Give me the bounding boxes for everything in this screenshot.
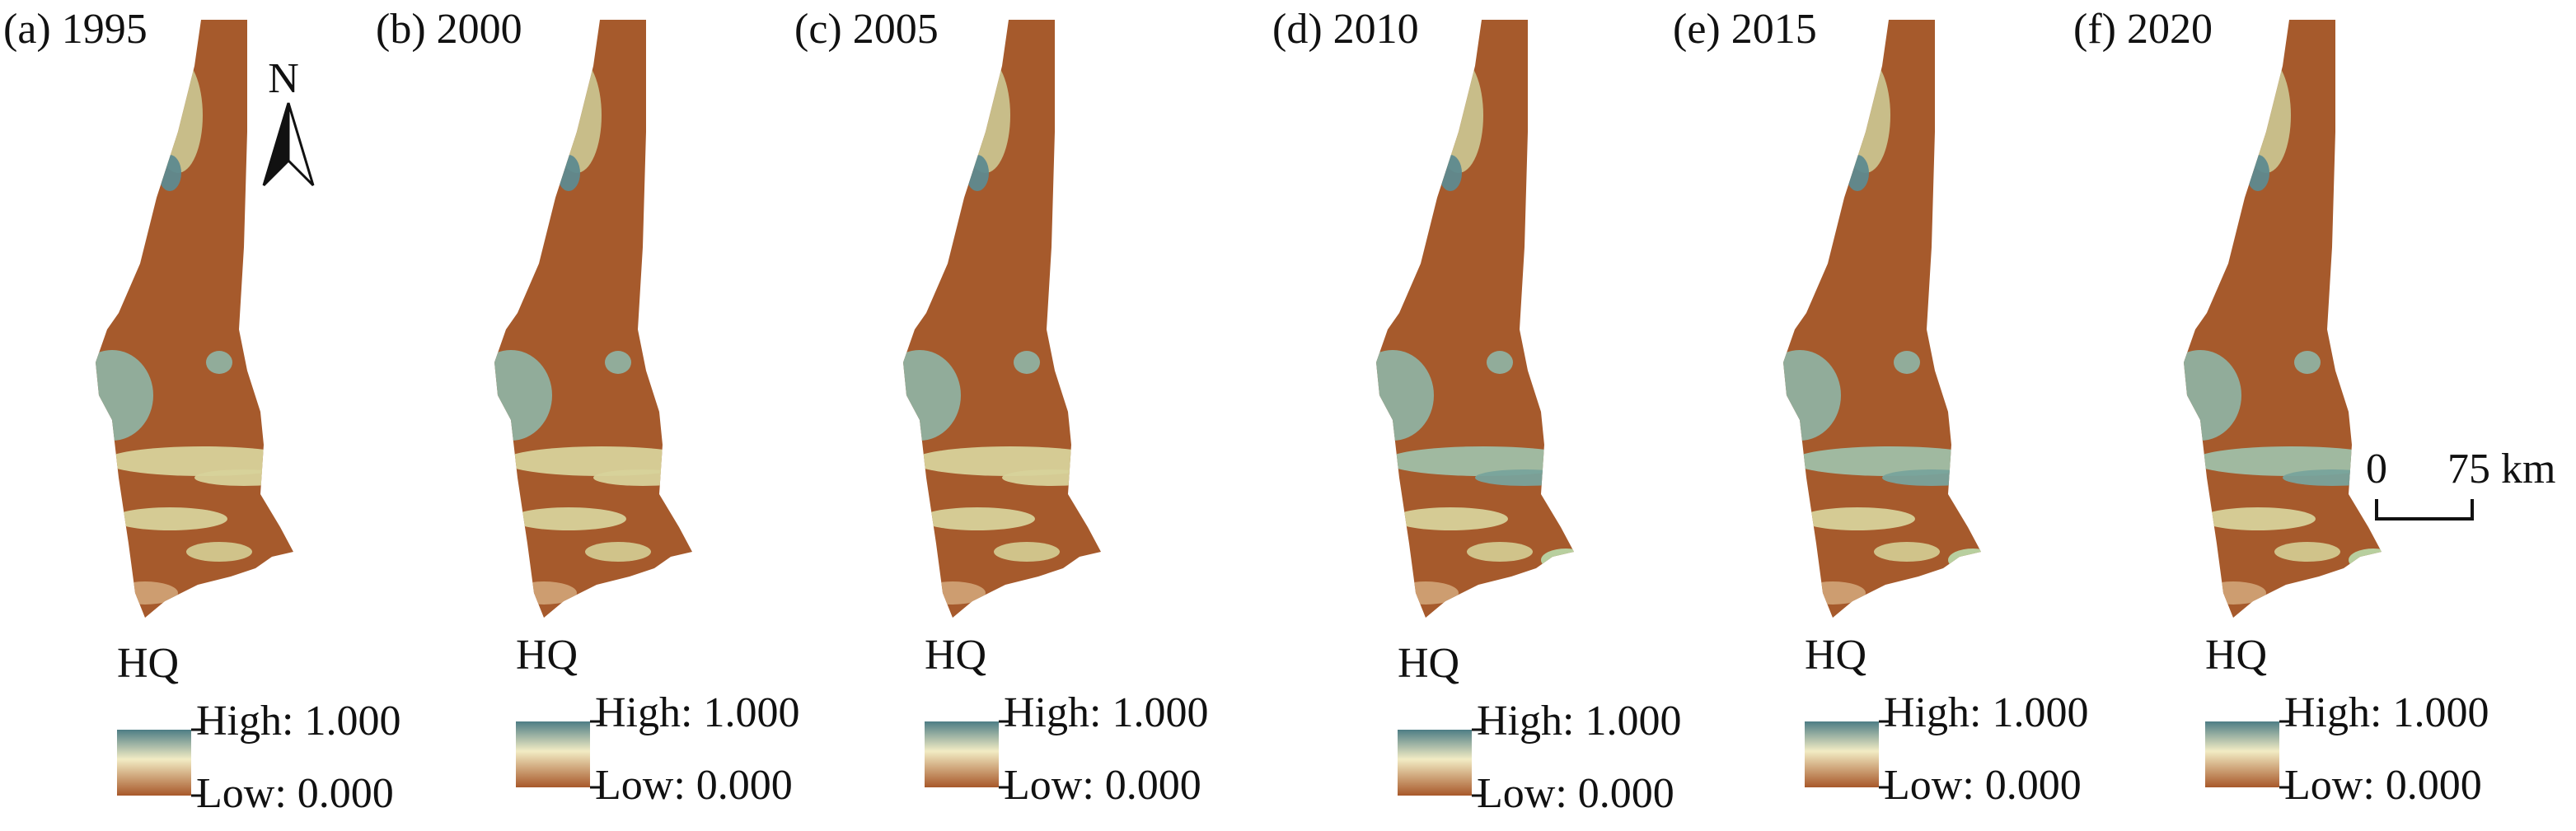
patch <box>1439 155 1462 191</box>
patch <box>605 351 631 374</box>
patch <box>186 542 252 562</box>
legend-high: High: 1.000 <box>1004 689 1208 736</box>
scale-bar <box>2375 499 2474 521</box>
patch <box>2200 507 2316 530</box>
legend-low: Low: 0.000 <box>1004 762 1201 809</box>
patch <box>1541 549 1574 572</box>
legend-high: High: 1.000 <box>2284 689 2489 736</box>
legend-high: High: 1.000 <box>1884 689 2088 736</box>
legend-title: HQ <box>117 640 179 687</box>
patch <box>2192 446 2382 476</box>
legend-title: HQ <box>1805 632 1866 679</box>
map <box>96 20 293 618</box>
patch <box>2349 549 2382 572</box>
patch <box>585 542 651 562</box>
patch <box>2184 350 2241 441</box>
patch <box>112 581 178 605</box>
legend-high: High: 1.000 <box>196 698 400 745</box>
patch <box>2246 155 2269 191</box>
patch <box>1434 58 1483 173</box>
map <box>1376 20 1574 618</box>
panel-label: (b) 2000 <box>376 6 522 53</box>
patch <box>112 507 227 530</box>
patch <box>194 469 293 486</box>
patch <box>1014 351 1040 374</box>
legend-colorbar <box>1805 721 1879 787</box>
patch <box>911 446 1101 476</box>
patch <box>1841 58 1890 173</box>
patch <box>1393 507 1508 530</box>
patch <box>104 446 293 476</box>
patch <box>920 507 1035 530</box>
patch <box>1384 446 1574 476</box>
patch <box>1800 507 1915 530</box>
patch <box>593 469 692 486</box>
patch <box>2200 581 2266 605</box>
legend-low: Low: 0.000 <box>2284 762 2482 809</box>
panel-label: (f) 2020 <box>2073 6 2213 53</box>
legend-colorbar <box>117 730 191 796</box>
legend-colorbar <box>2205 721 2279 787</box>
patch <box>511 507 626 530</box>
map <box>1783 20 1981 618</box>
patch <box>903 350 961 441</box>
patch <box>1475 469 1574 486</box>
patch <box>1783 350 1841 441</box>
legend-colorbar <box>516 721 590 787</box>
panel-label: (e) 2015 <box>1673 6 1817 53</box>
legend-low: Low: 0.000 <box>1477 770 1674 817</box>
patch <box>1894 351 1920 374</box>
legend-colorbar <box>925 721 999 787</box>
legend-title: HQ <box>925 632 986 679</box>
patch <box>994 542 1060 562</box>
patch <box>1376 350 1434 441</box>
north-arrow <box>262 102 290 187</box>
patch <box>158 155 181 191</box>
legend-title: HQ <box>2205 632 2267 679</box>
north-label: N <box>268 55 299 102</box>
legend-high: High: 1.000 <box>595 689 799 736</box>
patch <box>961 58 1010 173</box>
map <box>2184 20 2382 618</box>
patch <box>1487 351 1513 374</box>
panel-label: (c) 2005 <box>794 6 939 53</box>
legend-title: HQ <box>516 632 578 679</box>
patch <box>552 58 602 173</box>
patch <box>2294 351 2321 374</box>
legend-low: Low: 0.000 <box>595 762 793 809</box>
patch <box>920 581 986 605</box>
patch <box>1393 581 1459 605</box>
map <box>903 20 1101 618</box>
patch <box>511 581 577 605</box>
patch <box>2241 58 2291 173</box>
patch <box>1948 549 1981 572</box>
patch <box>96 350 153 441</box>
legend-low: Low: 0.000 <box>196 770 394 817</box>
patch <box>153 58 203 173</box>
patch <box>1882 469 1981 486</box>
scale-start: 0 <box>2366 446 2387 493</box>
scale-end: 75 km <box>2447 446 2555 493</box>
patch <box>557 155 580 191</box>
legend-low: Low: 0.000 <box>1884 762 2082 809</box>
legend-colorbar <box>1398 730 1472 796</box>
patch <box>1874 542 1940 562</box>
patch <box>494 350 552 441</box>
patch <box>1800 581 1866 605</box>
patch <box>1846 155 1869 191</box>
north-arrow <box>287 102 315 187</box>
patch <box>1002 469 1101 486</box>
patch <box>1467 542 1533 562</box>
patch <box>503 446 692 476</box>
patch <box>2274 542 2340 562</box>
patch <box>1791 446 1981 476</box>
patch <box>966 155 989 191</box>
legend-high: High: 1.000 <box>1477 698 1681 745</box>
panel-label: (d) 2010 <box>1272 6 1419 53</box>
panel-label: (a) 1995 <box>3 6 148 53</box>
patch <box>206 351 232 374</box>
map <box>494 20 692 618</box>
legend-title: HQ <box>1398 640 1459 687</box>
